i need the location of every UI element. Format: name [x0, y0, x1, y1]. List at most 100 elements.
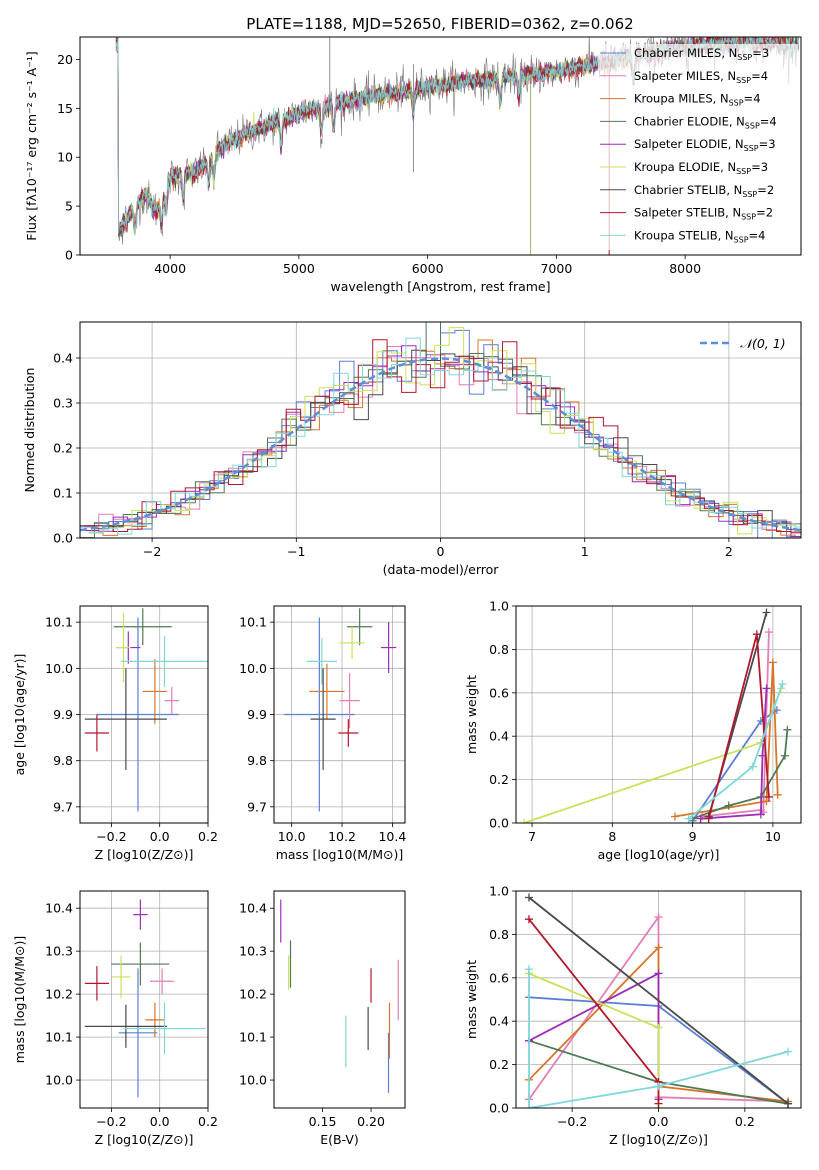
errorbar-point — [145, 1002, 165, 1038]
x-tick-label: 2 — [725, 544, 733, 559]
errorbar-point — [347, 608, 373, 646]
x-axis-label: Z [log10(Z/Z⊙)] — [95, 847, 194, 862]
errorbar-point — [339, 626, 365, 660]
legend-entry: Chabrier STELIB, NSSP=2 — [634, 183, 774, 199]
series-marker — [654, 943, 663, 952]
chart-residuals: −2 −1 0 1 2 0.0 0.1 0.2 0.3 0.4 (data-model)/error… — [22, 321, 802, 577]
series-marker — [684, 814, 693, 823]
y-tick-label: 0.6 — [489, 970, 509, 985]
series-marker — [654, 1099, 663, 1108]
histogram-step — [84, 346, 801, 534]
y-tick-label: 10.1 — [45, 1030, 73, 1045]
series-marker — [764, 792, 773, 801]
errorbar-point — [306, 638, 337, 685]
errorbar-point — [123, 1002, 206, 1055]
y-tick-label: 0.8 — [489, 642, 509, 657]
series-marker — [524, 915, 533, 924]
axes-frame — [79, 36, 802, 256]
series-marker — [524, 893, 533, 902]
x-tick-label: 0.2 — [735, 1114, 755, 1129]
histogram-step — [80, 349, 801, 530]
y-tick-label: 10.3 — [239, 944, 267, 959]
y-tick-label: 9.7 — [53, 799, 73, 814]
series-marker — [784, 1047, 793, 1056]
errorbar-point — [310, 668, 336, 770]
series-marker — [764, 628, 773, 637]
y-tick-label: 0.4 — [489, 1014, 509, 1029]
legend-entry: Salpeter MILES, NSSP=4 — [634, 69, 768, 85]
y-tick-label: 10.1 — [45, 615, 73, 630]
histogram-step — [88, 337, 801, 535]
gaussian-curve — [80, 357, 801, 532]
series-marker — [784, 1099, 793, 1108]
errorbar-point — [111, 955, 131, 999]
x-tick-label: 9 — [689, 829, 697, 844]
series-marker — [520, 819, 529, 823]
y-tick-label: 1.0 — [489, 884, 509, 899]
x-tick-label: 0 — [437, 544, 445, 559]
x-axis-label: Z [log10(Z/Z⊙)] — [95, 1132, 194, 1147]
errorbar-point — [84, 668, 167, 770]
series-marker — [762, 797, 771, 806]
axes-frame — [515, 605, 802, 824]
x-tick-label: 10.0 — [278, 829, 306, 844]
y-tick-label: 15 — [57, 101, 73, 116]
y-axis-label: mass [log10(M/M⊙)] — [12, 936, 27, 1064]
y-tick-label: 10.4 — [239, 901, 267, 916]
y-tick-label: 9.8 — [247, 753, 267, 768]
series-marker — [524, 965, 533, 974]
legend: Chabrier MILES, NSSP=3 Salpeter MILES, NS… — [598, 44, 798, 250]
series-marker — [654, 1082, 663, 1091]
series-marker — [768, 658, 777, 667]
y-tick-label: 9.8 — [53, 753, 73, 768]
errorbar-point — [96, 617, 180, 812]
y-axis-label: Normed distribution — [22, 368, 37, 493]
x-tick-label: 0.0 — [649, 1114, 669, 1129]
x-axis-label: age [log10(age/yr)] — [598, 847, 720, 862]
y-tick-label: 0.3 — [53, 396, 73, 411]
y-tick-label: 0.2 — [489, 1057, 509, 1072]
y-tick-label: 0.2 — [489, 772, 509, 787]
series-marker — [783, 725, 792, 734]
plot-background — [274, 891, 405, 1108]
y-tick-label: 10.2 — [239, 987, 267, 1002]
x-tick-label: −0.2 — [96, 829, 126, 844]
chart-mass_vs_Z: −0.2 0.0 0.2 10.0 10.1 10.2 10.3 10.4 Z [log10(Z… — [12, 890, 218, 1147]
errorbar-point — [338, 719, 359, 747]
histogram-step — [88, 327, 801, 535]
series-marker — [762, 684, 771, 693]
series-line — [528, 969, 789, 1108]
y-tick-label: 10.0 — [45, 1073, 73, 1088]
y-tick-label: 0.0 — [489, 1101, 509, 1116]
x-axis-label: mass [log10(M/M⊙)] — [276, 847, 404, 862]
y-tick-label: 10 — [57, 150, 73, 165]
y-axis-label: Flux [fλ10⁻¹⁷ erg cm⁻² s⁻¹ A⁻¹] — [24, 51, 39, 240]
y-tick-label: 10.1 — [239, 615, 267, 630]
legend-entry: Chabrier ELODIE, NSSP=4 — [634, 114, 777, 130]
series-marker — [752, 630, 761, 639]
gridlines — [274, 606, 405, 823]
plot-background — [80, 891, 208, 1108]
y-tick-label: 10.3 — [45, 944, 73, 959]
x-tick-label: −1 — [287, 544, 305, 559]
errorbar-point — [84, 1004, 167, 1048]
x-tick-label: 5000 — [283, 261, 315, 276]
series-marker — [654, 969, 663, 978]
series-line — [700, 688, 768, 820]
y-tick-label: 9.9 — [53, 707, 73, 722]
y-tick-label: 10.0 — [45, 661, 73, 676]
series-marker — [670, 812, 679, 821]
data-layer — [280, 899, 399, 1093]
errorbar-point — [284, 617, 355, 812]
y-tick-label: 9.9 — [247, 707, 267, 722]
legend-entry: 𝒩(0, 1) — [740, 336, 786, 351]
x-tick-label: 10.4 — [378, 829, 406, 844]
histogram-step — [80, 322, 801, 538]
axes-frame — [273, 890, 406, 1109]
x-axis-label: (data-model)/error — [383, 562, 500, 577]
x-tick-label: 10.2 — [328, 829, 356, 844]
x-tick-label: 6000 — [412, 261, 444, 276]
chart-weight_vs_Z: −0.2 0.0 0.2 0.0 0.2 0.4 0.6 0.8 1.0 Z [log10(Z/Z… — [464, 884, 802, 1147]
series-marker — [654, 913, 663, 922]
